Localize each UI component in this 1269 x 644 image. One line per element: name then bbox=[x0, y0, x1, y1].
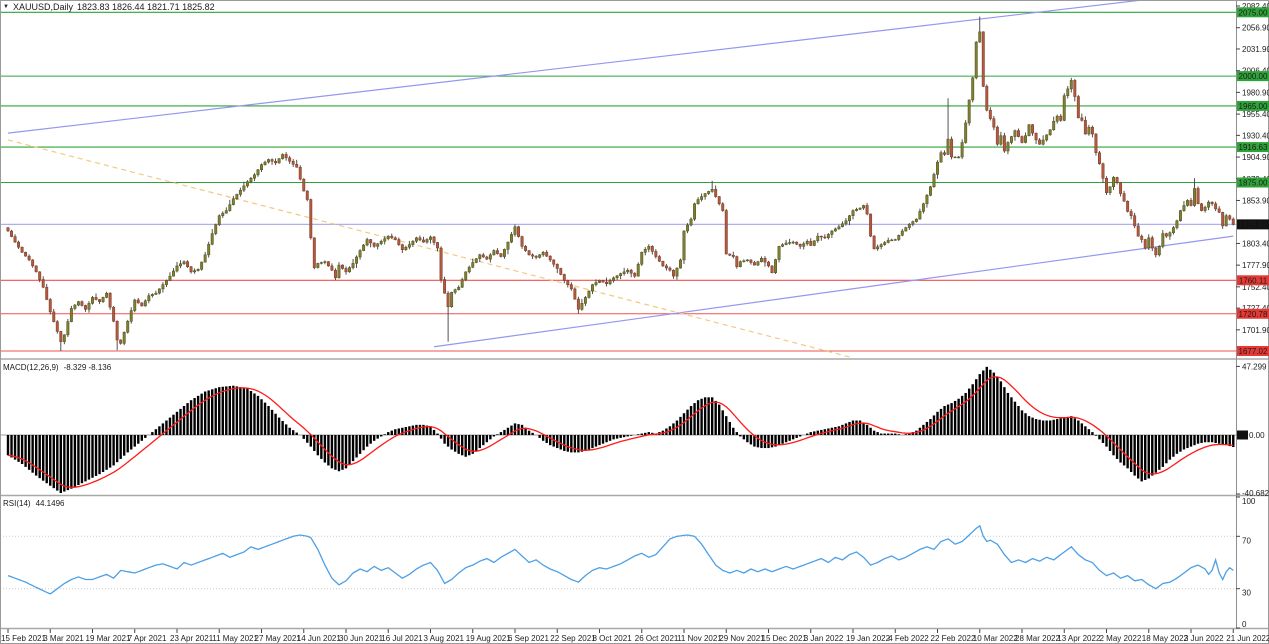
svg-text:1853.90: 1853.90 bbox=[1242, 196, 1269, 205]
svg-text:1677.02: 1677.02 bbox=[1239, 347, 1268, 356]
macd-histogram bbox=[6, 366, 1235, 493]
svg-text:29 Nov 2021: 29 Nov 2021 bbox=[719, 634, 765, 643]
svg-text:3 Mar 2021: 3 Mar 2021 bbox=[43, 634, 84, 643]
current-price-badge bbox=[1237, 219, 1269, 230]
svg-text:14 Jun 2021: 14 Jun 2021 bbox=[297, 634, 342, 643]
svg-text:19 Jan 2022: 19 Jan 2022 bbox=[846, 634, 891, 643]
svg-text:21 Jun 2022: 21 Jun 2022 bbox=[1226, 634, 1269, 643]
svg-text:19 Mar 2021: 19 Mar 2021 bbox=[86, 634, 131, 643]
svg-text:1955.40: 1955.40 bbox=[1242, 110, 1269, 119]
svg-text:1727.40: 1727.40 bbox=[1242, 304, 1269, 313]
support-price-badge bbox=[1237, 308, 1269, 319]
rsi-line bbox=[7, 524, 1234, 595]
ohlc-values: 1823.83 1826.44 1821.71 1825.82 bbox=[76, 2, 215, 12]
svg-text:18 May 2022: 18 May 2022 bbox=[1142, 634, 1189, 643]
chart-title-bar: ▼ XAUUSD,Daily 1823.83 1826.44 1821.71 1… bbox=[3, 2, 215, 12]
svg-text:30: 30 bbox=[1242, 589, 1251, 598]
svg-text:27 May 2021: 27 May 2021 bbox=[255, 634, 302, 643]
rsi-value: 44.1496 bbox=[35, 499, 65, 508]
rsi-indicator-label: RSI(14) 44.1496 bbox=[3, 499, 64, 508]
svg-text:47.299: 47.299 bbox=[1242, 362, 1267, 371]
svg-text:100: 100 bbox=[1242, 497, 1256, 506]
svg-text:3 Jan 2022: 3 Jan 2022 bbox=[804, 634, 844, 643]
macd-indicator-label: MACD(12,26,9) -8.329 -8.136 bbox=[3, 363, 111, 372]
svg-text:30 Jun 2021: 30 Jun 2021 bbox=[339, 634, 384, 643]
svg-text:2 May 2022: 2 May 2022 bbox=[1100, 634, 1142, 643]
horizontal-levels[interactable] bbox=[0, 11, 1236, 352]
svg-text:19 Aug 2021: 19 Aug 2021 bbox=[466, 634, 511, 643]
svg-text:1701.90: 1701.90 bbox=[1242, 326, 1269, 335]
svg-text:16 Jul 2021: 16 Jul 2021 bbox=[381, 634, 423, 643]
svg-text:1904.90: 1904.90 bbox=[1242, 153, 1269, 162]
svg-text:28 Mar 2022: 28 Mar 2022 bbox=[1015, 634, 1060, 643]
svg-text:1980.90: 1980.90 bbox=[1242, 88, 1269, 97]
rsi-name: RSI(14) bbox=[3, 499, 31, 508]
macd-signal-line bbox=[7, 376, 1234, 488]
ascending-support[interactable] bbox=[433, 235, 1234, 348]
svg-text:7 Apr 2021: 7 Apr 2021 bbox=[128, 634, 167, 643]
descending-resistance-dashed[interactable] bbox=[7, 139, 854, 358]
svg-text:1777.90: 1777.90 bbox=[1242, 261, 1269, 270]
svg-text:22 Feb 2022: 22 Feb 2022 bbox=[931, 634, 976, 643]
rsi-axis[interactable]: 100 70 30 0 bbox=[1236, 496, 1256, 629]
resistance-price-badge bbox=[1237, 71, 1269, 82]
svg-text:1875.00: 1875.00 bbox=[1239, 179, 1268, 188]
svg-text:1760.11: 1760.11 bbox=[1239, 276, 1268, 285]
svg-text:0: 0 bbox=[1242, 620, 1247, 629]
macd-values: -8.329 -8.136 bbox=[63, 363, 112, 372]
symbol-timeframe-label: XAUUSD,Daily bbox=[12, 2, 73, 12]
main-chart-pane[interactable] bbox=[0, 1, 1236, 358]
svg-text:23 Apr 2021: 23 Apr 2021 bbox=[170, 634, 214, 643]
resistance-price-badge bbox=[1237, 7, 1269, 18]
svg-text:1752.40: 1752.40 bbox=[1242, 283, 1269, 292]
svg-text:22 Sep 2021: 22 Sep 2021 bbox=[550, 634, 596, 643]
trendlines[interactable] bbox=[7, 0, 1234, 358]
macd-name: MACD(12,26,9) bbox=[3, 363, 59, 372]
svg-text:3 Jun 2022: 3 Jun 2022 bbox=[1184, 634, 1224, 643]
resistance-price-badge bbox=[1237, 177, 1269, 188]
svg-text:13 Apr 2022: 13 Apr 2022 bbox=[1057, 634, 1101, 643]
svg-text:26 Oct 2021: 26 Oct 2021 bbox=[635, 634, 679, 643]
macd-axis[interactable]: 47.299 -40.682 0.00 bbox=[1236, 362, 1269, 498]
svg-text:2000.00: 2000.00 bbox=[1239, 72, 1268, 81]
resistance-price-badge bbox=[1237, 100, 1269, 111]
svg-text:2082.40: 2082.40 bbox=[1242, 2, 1269, 11]
resistance-price-badge bbox=[1237, 142, 1269, 153]
svg-text:2075.00: 2075.00 bbox=[1239, 8, 1268, 17]
svg-text:2031.90: 2031.90 bbox=[1242, 45, 1269, 54]
svg-text:15 Dec 2021: 15 Dec 2021 bbox=[762, 634, 808, 643]
svg-text:3 Aug 2021: 3 Aug 2021 bbox=[424, 634, 465, 643]
svg-text:0.00: 0.00 bbox=[1249, 431, 1265, 440]
svg-text:6 Sep 2021: 6 Sep 2021 bbox=[508, 634, 549, 643]
svg-text:1825.82: 1825.82 bbox=[1239, 220, 1268, 229]
svg-text:1965.00: 1965.00 bbox=[1239, 102, 1268, 111]
svg-text:2056.90: 2056.90 bbox=[1242, 24, 1269, 33]
svg-text:-40.682: -40.682 bbox=[1242, 489, 1269, 498]
svg-text:1720.78: 1720.78 bbox=[1239, 310, 1268, 319]
svg-text:1930.40: 1930.40 bbox=[1242, 131, 1269, 140]
symbol-dropdown-icon[interactable]: ▼ bbox=[3, 4, 9, 10]
svg-text:70: 70 bbox=[1242, 536, 1251, 545]
svg-text:1803.40: 1803.40 bbox=[1242, 239, 1269, 248]
svg-text:10 Mar 2022: 10 Mar 2022 bbox=[973, 634, 1018, 643]
svg-text:4 Feb 2022: 4 Feb 2022 bbox=[888, 634, 929, 643]
support-price-badge bbox=[1237, 275, 1269, 286]
support-price-badge bbox=[1237, 346, 1269, 357]
ascending-channel-upper[interactable] bbox=[7, 0, 1233, 134]
candlestick-series bbox=[6, 16, 1235, 352]
price-axis[interactable]: 2082.402056.902031.902006.401980.901955.… bbox=[1236, 2, 1269, 357]
svg-text:8 Oct 2021: 8 Oct 2021 bbox=[593, 634, 633, 643]
svg-text:1916.63: 1916.63 bbox=[1239, 143, 1268, 152]
svg-text:15 Feb 2021: 15 Feb 2021 bbox=[1, 634, 46, 643]
svg-text:11 May 2021: 11 May 2021 bbox=[212, 634, 258, 643]
macd-value-badge bbox=[1237, 430, 1248, 440]
svg-text:11 Nov 2021: 11 Nov 2021 bbox=[677, 634, 722, 643]
